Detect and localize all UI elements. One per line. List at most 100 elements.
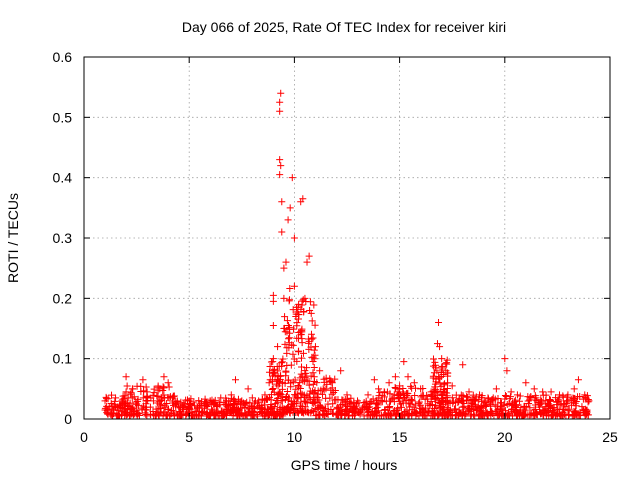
data-point <box>292 313 300 321</box>
data-point <box>169 407 177 415</box>
data-point <box>284 322 292 330</box>
data-point <box>110 406 118 414</box>
data-point <box>564 407 572 415</box>
data-point <box>386 397 394 405</box>
data-point <box>417 393 425 401</box>
data-point <box>501 355 509 363</box>
data-point <box>309 369 317 377</box>
data-point <box>452 391 460 399</box>
data-point <box>227 391 235 399</box>
y-tick-labels: 0 0.1 0.2 0.3 0.4 0.5 0.6 <box>53 49 73 427</box>
data-point <box>201 395 209 403</box>
data-point <box>438 363 446 371</box>
data-point <box>449 399 457 407</box>
data-point <box>310 389 318 397</box>
data-point <box>371 407 379 415</box>
data-point <box>440 381 448 389</box>
data-point <box>538 399 546 407</box>
data-point <box>296 384 304 392</box>
data-point <box>295 300 303 308</box>
data-point <box>479 411 487 419</box>
data-point <box>109 412 117 420</box>
data-point <box>182 396 190 404</box>
data-point <box>269 291 277 299</box>
data-point <box>366 400 374 408</box>
data-point <box>459 361 467 369</box>
data-point <box>580 409 588 417</box>
data-point <box>445 409 453 417</box>
data-point <box>526 394 534 402</box>
data-point <box>320 378 328 386</box>
data-point <box>142 383 150 391</box>
data-point <box>233 399 241 407</box>
data-point <box>545 396 553 404</box>
data-point <box>126 390 134 398</box>
data-point <box>452 409 460 417</box>
data-point <box>308 353 316 361</box>
data-point <box>193 404 201 412</box>
data-point <box>408 397 416 405</box>
data-point <box>276 98 284 106</box>
data-point <box>299 349 307 357</box>
plot-frame <box>83 56 611 420</box>
data-point <box>305 252 313 260</box>
data-point <box>502 410 510 418</box>
data-point <box>222 401 230 409</box>
data-point <box>486 399 494 407</box>
data-point <box>283 349 291 357</box>
data-point <box>386 390 394 398</box>
data-point <box>302 398 310 406</box>
data-point <box>274 394 282 402</box>
data-point <box>537 396 545 404</box>
data-point <box>197 401 205 409</box>
data-point <box>403 389 411 397</box>
data-point <box>547 388 555 396</box>
data-point <box>258 395 266 403</box>
data-point <box>407 400 415 408</box>
data-point <box>297 354 305 362</box>
data-point <box>411 401 419 409</box>
data-point <box>584 395 592 403</box>
data-point <box>318 403 326 411</box>
data-point <box>470 411 478 419</box>
data-point <box>278 385 286 393</box>
data-point <box>465 388 473 396</box>
y-tick-label: 0.5 <box>53 109 73 125</box>
data-point <box>464 393 472 401</box>
data-point <box>399 412 407 420</box>
data-point <box>210 411 218 419</box>
data-point <box>310 346 318 354</box>
data-point <box>101 406 109 414</box>
data-point <box>431 364 439 372</box>
data-point <box>387 410 395 418</box>
data-point <box>435 375 443 383</box>
data-point <box>483 409 491 417</box>
data-point <box>105 403 113 411</box>
data-point <box>378 398 386 406</box>
data-point <box>137 387 145 395</box>
data-point <box>319 407 327 415</box>
data-point <box>274 367 282 375</box>
data-point <box>468 396 476 404</box>
data-point <box>375 385 383 393</box>
data-point <box>562 403 570 411</box>
y-tick-label: 0.6 <box>53 49 73 65</box>
data-point <box>122 373 130 381</box>
data-point <box>204 401 212 409</box>
data-point <box>284 335 292 343</box>
grid-lines <box>84 57 610 419</box>
data-point <box>292 400 300 408</box>
data-point <box>334 405 342 413</box>
data-point <box>503 401 511 409</box>
data-point <box>285 297 293 305</box>
data-point <box>291 376 299 384</box>
data-point <box>278 228 286 236</box>
data-point <box>459 403 467 411</box>
data-point <box>511 396 519 404</box>
data-point <box>269 297 277 305</box>
data-point <box>314 398 322 406</box>
data-point <box>250 404 258 412</box>
data-point <box>269 385 277 393</box>
data-point <box>417 385 425 393</box>
data-point <box>277 412 285 420</box>
